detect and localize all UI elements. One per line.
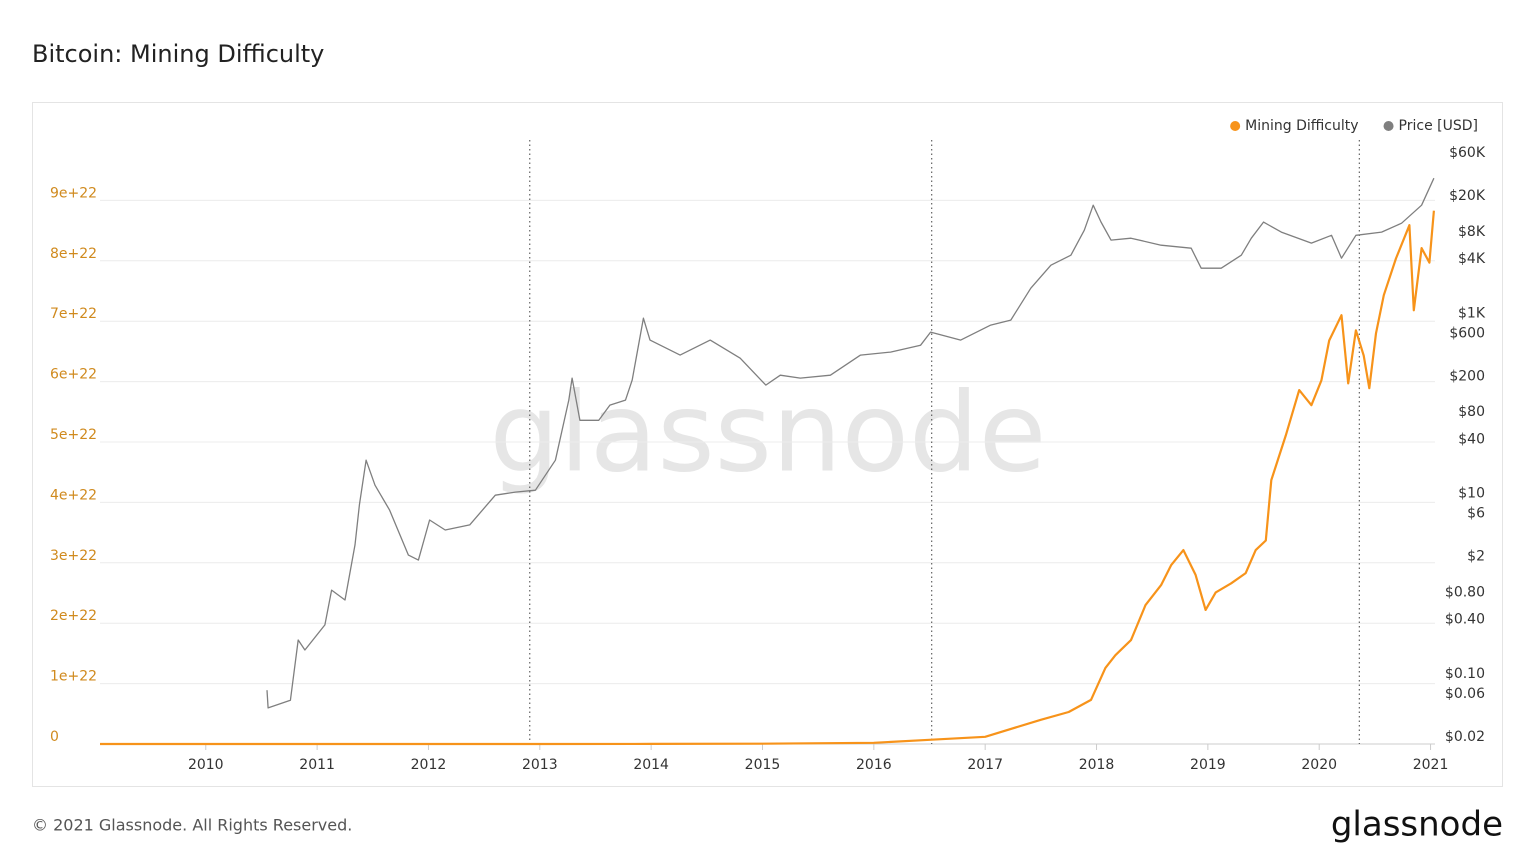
y-tick-label: 1e+22 <box>50 669 97 685</box>
y-tick-label: 2e+22 <box>50 608 97 624</box>
y-tick-label: 9e+22 <box>50 185 97 201</box>
x-tick-label: 2014 <box>633 757 669 773</box>
y-tick-label: 4e+22 <box>50 487 97 503</box>
x-tick-label: 2013 <box>522 757 558 773</box>
copyright: © 2021 Glassnode. All Rights Reserved. <box>32 816 352 835</box>
y-tick-label: 0 <box>50 729 59 745</box>
legend-marker <box>1230 121 1241 131</box>
y-tick-label: 8e+22 <box>50 246 97 262</box>
x-tick-label: 2019 <box>1190 757 1226 773</box>
y2-tick-label: $2 <box>1467 549 1485 565</box>
x-tick-label: 2012 <box>411 757 447 773</box>
y2-tick-label: $4K <box>1458 251 1486 267</box>
watermark: glassnode <box>490 368 1047 496</box>
y2-tick-label: $0.40 <box>1445 612 1485 628</box>
x-tick-label: 2020 <box>1301 757 1337 773</box>
y2-tick-label: $0.10 <box>1445 666 1485 682</box>
y2-tick-label: $1K <box>1458 305 1486 321</box>
logo: glassnode <box>1331 805 1503 845</box>
legend-label[interactable]: Price [USD] <box>1399 118 1478 134</box>
y2-tick-label: $0.06 <box>1445 686 1485 702</box>
x-tick-label: 2016 <box>856 757 892 773</box>
y2-tick-label: $10 <box>1458 486 1485 502</box>
x-tick-label: 2010 <box>188 757 224 773</box>
y-tick-label: 5e+22 <box>50 427 97 443</box>
x-tick-label: 2015 <box>745 757 781 773</box>
x-tick-label: 2021 <box>1413 757 1449 773</box>
x-tick-label: 2011 <box>299 757 335 773</box>
y2-tick-label: $80 <box>1458 404 1485 420</box>
y-tick-label: 6e+22 <box>50 367 97 383</box>
y2-tick-label: $8K <box>1458 224 1486 240</box>
legend-marker <box>1383 121 1394 131</box>
y-tick-label: 3e+22 <box>50 548 97 564</box>
chart-frame <box>32 102 1503 787</box>
chart-title: Bitcoin: Mining Difficulty <box>32 40 324 68</box>
y2-tick-label: $600 <box>1449 325 1485 341</box>
y2-tick-label: $6 <box>1467 506 1485 522</box>
y2-tick-label: $40 <box>1458 431 1485 447</box>
y2-tick-label: $20K <box>1449 188 1486 204</box>
legend-label[interactable]: Mining Difficulty <box>1245 118 1358 134</box>
series-line <box>100 210 1435 746</box>
series-line <box>266 177 1435 709</box>
y2-tick-label: $0.02 <box>1445 729 1485 745</box>
y2-tick-label: $200 <box>1449 368 1485 384</box>
y2-tick-label: $0.80 <box>1445 585 1485 601</box>
x-tick-label: 2018 <box>1079 757 1115 773</box>
y-tick-label: 7e+22 <box>50 306 97 322</box>
x-tick-label: 2017 <box>967 757 1003 773</box>
y2-tick-label: $60K <box>1449 145 1486 161</box>
